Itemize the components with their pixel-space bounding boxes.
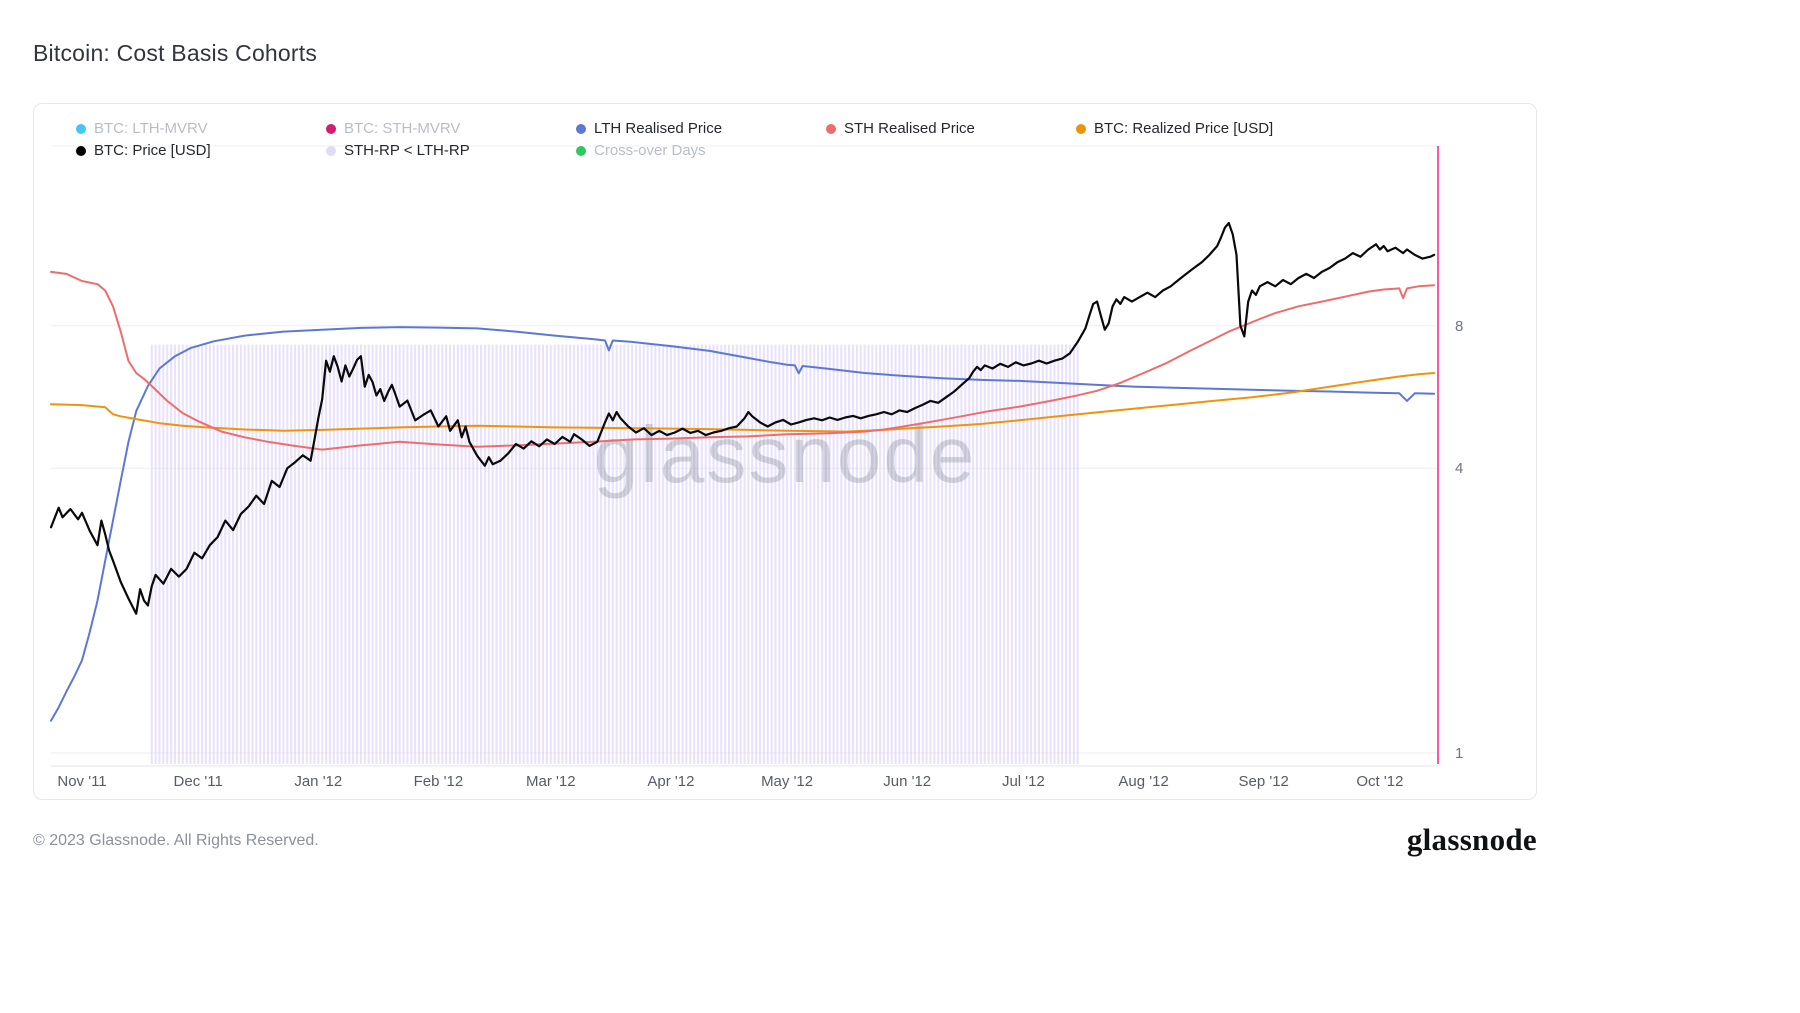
legend-dot-lth-realised-price <box>576 123 586 134</box>
legend-label: STH Realised Price <box>844 120 975 137</box>
legend-dot-btc-lth-mvrv <box>76 123 86 134</box>
x-axis-label-oct-12: Oct '12 <box>1356 773 1403 790</box>
legend-label: BTC: STH-MVRV <box>344 120 461 137</box>
legend-item-sth-rp-lth-rp[interactable]: STH-RP < LTH-RP <box>326 141 576 160</box>
glassnode-logo: glassnode <box>1406 822 1537 857</box>
x-axis-label-may-12: May '12 <box>761 773 813 790</box>
x-axis-label-apr-12: Apr '12 <box>647 773 694 790</box>
series-lth-realised-price <box>50 326 1436 722</box>
x-axis-label-jan-12: Jan '12 <box>294 773 342 790</box>
chart-card: glassnode 8 4 1 Nov '11 Dec '11 Jan '12 Feb '12… <box>33 103 1537 800</box>
legend-label: STH-RP < LTH-RP <box>344 142 470 159</box>
x-axis-label-dec-11: Dec '11 <box>174 773 223 790</box>
page-title: Bitcoin: Cost Basis Cohorts <box>33 40 318 66</box>
legend-dot-cross-over-days <box>576 145 586 156</box>
legend-dot-sth-rp-lth-rp <box>326 145 336 156</box>
legend-label: Cross-over Days <box>594 142 706 159</box>
x-axis-label-feb-12: Feb '12 <box>414 773 464 790</box>
chart-legend: BTC: LTH-MVRV BTC: STH-MVRV LTH Realised P… <box>76 119 1326 160</box>
y-axis-label-8: 8 <box>1455 318 1463 335</box>
series-sth-realised-price <box>50 270 1436 451</box>
legend-dot-sth-realised-price <box>826 123 836 134</box>
y-axis-label-1: 1 <box>1455 745 1463 762</box>
legend-label: BTC: Realized Price [USD] <box>1094 120 1274 137</box>
legend-item-cross-over-days[interactable]: Cross-over Days <box>576 141 826 160</box>
legend-label: BTC: Price [USD] <box>94 142 211 159</box>
legend-dot-btc-price-usd <box>76 145 86 156</box>
series-btc-realized-price-usd <box>50 372 1436 433</box>
band-sth-rp-lth-rp <box>150 344 1079 764</box>
series-btc-price-usd <box>49 221 1436 615</box>
y-axis-label-4: 4 <box>1455 460 1463 477</box>
legend-item-btc-sth-mvrv[interactable]: BTC: STH-MVRV <box>326 119 576 138</box>
legend-item-btc-lth-mvrv[interactable]: BTC: LTH-MVRV <box>76 119 326 138</box>
legend-label: LTH Realised Price <box>594 120 723 137</box>
legend-dot-btc-realized-price-usd <box>1076 123 1086 134</box>
legend-item-lth-realised-price[interactable]: LTH Realised Price <box>576 119 826 138</box>
legend-label: BTC: LTH-MVRV <box>94 120 208 137</box>
x-axis-label-jun-12: Jun '12 <box>883 773 931 790</box>
x-axis-label-aug-12: Aug '12 <box>1118 773 1168 790</box>
x-axis-label-mar-12: Mar '12 <box>526 773 576 790</box>
x-axis-label-jul-12: Jul '12 <box>1002 773 1045 790</box>
legend-item-btc-realized-price-usd[interactable]: BTC: Realized Price [USD] <box>1076 119 1326 138</box>
legend-item-btc-price-usd[interactable]: BTC: Price [USD] <box>76 141 326 160</box>
legend-dot-btc-sth-mvrv <box>326 123 336 134</box>
x-axis-label-nov-11: Nov '11 <box>57 773 106 790</box>
x-axis-label-sep-12: Sep '12 <box>1238 773 1288 790</box>
copyright-text: © 2023 Glassnode. All Rights Reserved. <box>33 832 319 849</box>
legend-item-sth-realised-price[interactable]: STH Realised Price <box>826 119 1076 138</box>
